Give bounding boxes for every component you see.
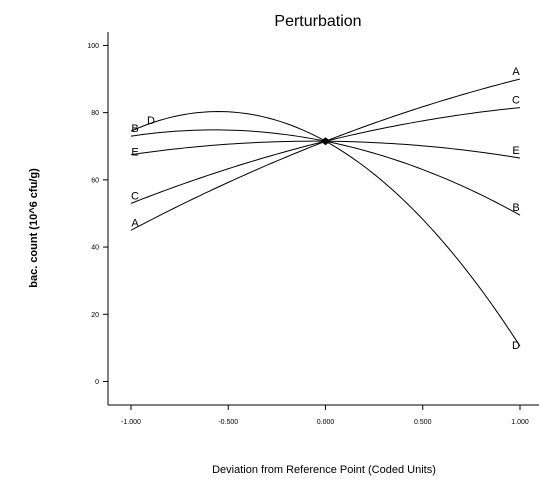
series-label-b-right: B xyxy=(512,202,519,214)
x-tick-label: -1.000 xyxy=(121,419,141,426)
series-label-a-right: A xyxy=(512,66,520,78)
series-label-b-left: B xyxy=(131,123,138,135)
y-tick-label: 20 xyxy=(91,312,99,319)
y-axis-label: bac. count (10^6 cfu/g) xyxy=(28,168,40,288)
x-axis-label: Deviation from Reference Point (Coded Un… xyxy=(212,464,436,476)
y-tick-label: 0 xyxy=(95,379,99,386)
x-tick-label: 0.500 xyxy=(414,419,432,426)
series-label-c-right: C xyxy=(512,95,520,107)
chart-title: Perturbation xyxy=(274,13,361,30)
series-line-c xyxy=(130,107,521,204)
series-layer xyxy=(130,78,521,347)
y-tick-label: 40 xyxy=(91,245,99,252)
y-tick-label: 100 xyxy=(87,43,99,50)
series-label-e-left: E xyxy=(131,147,138,159)
series-label-a-left: A xyxy=(131,217,139,229)
reference-point-marker xyxy=(320,137,331,146)
x-tick-label: -0.500 xyxy=(218,419,238,426)
series-line-d xyxy=(130,111,521,347)
x-tick-label: 1.000 xyxy=(511,419,529,426)
series-label-d-right: D xyxy=(512,340,520,352)
y-tick-label: 60 xyxy=(91,177,99,184)
x-tick-label: 0.000 xyxy=(317,419,335,426)
y-tick-label: 80 xyxy=(91,110,99,117)
series-label-c-left: C xyxy=(131,190,139,202)
series-label-d-left: D xyxy=(147,115,155,127)
axes: 0 20 40 60 80 100 -1.000 -0.500 0.000 0.500 1.000 xyxy=(87,32,539,426)
series-line-a xyxy=(130,78,521,231)
series-label-e-right: E xyxy=(512,145,519,157)
series-labels: A A B B C C D D E E xyxy=(131,66,520,352)
